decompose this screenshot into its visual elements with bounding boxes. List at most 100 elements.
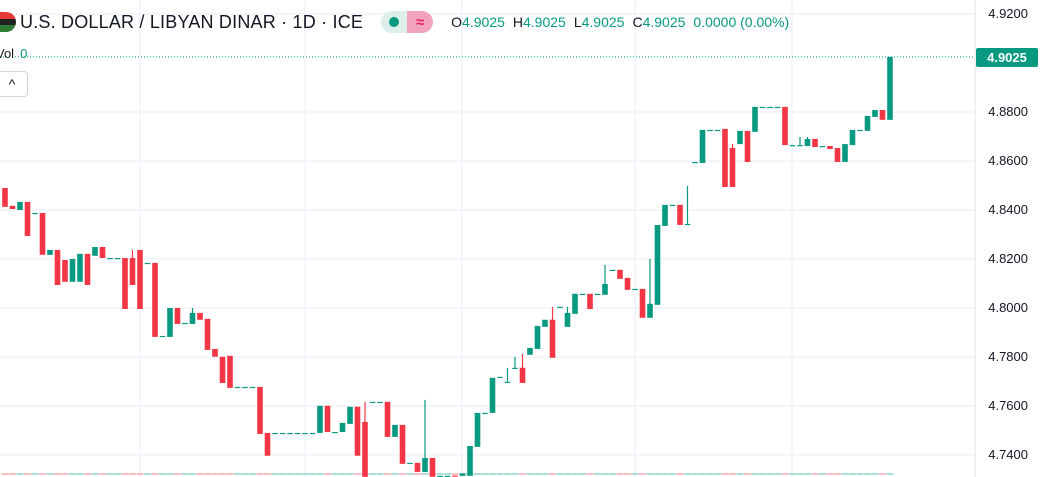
candle [497, 376, 503, 379]
candle-body [692, 161, 698, 164]
candle [819, 146, 826, 148]
candle [174, 308, 181, 324]
candle-body [302, 432, 308, 435]
candle [489, 377, 496, 413]
candle [264, 432, 271, 456]
candle-body [189, 312, 196, 324]
ohlc-open: O4.9025 [451, 14, 505, 30]
candles [2, 56, 893, 477]
symbol-title[interactable]: U.S. DOLLAR / LIBYAN DINAR · 1D · ICE [20, 11, 364, 32]
candle-body [812, 138, 818, 148]
candle [632, 288, 638, 291]
data-delay-icon[interactable]: ≈ [407, 11, 434, 33]
candle [827, 146, 833, 149]
candle [467, 445, 473, 476]
candle-body [129, 258, 136, 285]
candle-body [752, 106, 758, 132]
candle [804, 136, 811, 147]
market-open-dot-icon[interactable] [381, 11, 408, 33]
candle [729, 144, 736, 187]
candle [354, 406, 361, 456]
candle [684, 185, 691, 226]
candle-body [842, 144, 848, 162]
candle-body [84, 253, 91, 285]
candle-body [264, 432, 271, 456]
candle [752, 106, 758, 132]
candle [759, 106, 766, 109]
candle-body [579, 293, 586, 295]
candle [422, 399, 428, 472]
price-tick-label: 4.8200 [988, 251, 1028, 266]
candle-body [107, 258, 113, 260]
status-pills[interactable]: ≈ [381, 11, 434, 33]
volume-value: 0 [20, 46, 28, 61]
candle [474, 412, 481, 447]
candle [677, 204, 683, 225]
candle [594, 293, 601, 295]
price-tick-label: 4.8400 [988, 202, 1028, 217]
candle-body [759, 106, 766, 109]
candle-body [459, 473, 466, 476]
candle [62, 259, 68, 282]
candle [512, 357, 518, 369]
candle [812, 138, 818, 148]
candle [654, 224, 661, 305]
candle-body [677, 204, 683, 225]
candle [647, 259, 653, 318]
candle-body [294, 432, 301, 435]
candle [482, 412, 488, 415]
candle-body [144, 262, 151, 265]
candle [249, 386, 256, 389]
candle [279, 432, 286, 435]
candle-body [572, 293, 578, 314]
candle-body [174, 308, 181, 324]
candle [864, 115, 871, 131]
candle-body [497, 376, 503, 379]
candle [272, 432, 278, 435]
candle [114, 258, 121, 260]
price-tick-label: 4.9200 [988, 6, 1028, 21]
candle [399, 424, 406, 464]
ohlc-high: H4.9025 [512, 14, 566, 30]
candle [579, 293, 586, 295]
candle-body [287, 432, 293, 435]
candle-body [594, 293, 601, 295]
candle-body [377, 401, 383, 404]
candle-body [602, 283, 608, 295]
candle-body [737, 130, 743, 145]
candle [39, 212, 46, 255]
candle-body [474, 412, 481, 447]
candle [444, 475, 451, 477]
candle [662, 204, 668, 226]
candle-body [467, 445, 473, 476]
candle-body [392, 424, 398, 437]
candle-body [557, 306, 563, 308]
candle [122, 258, 128, 309]
candle [2, 187, 8, 207]
candle-body [834, 148, 841, 162]
candle-body [407, 462, 413, 465]
candle [414, 462, 421, 472]
candle-body [519, 367, 526, 383]
candle-body [564, 312, 571, 327]
candle-body [24, 201, 31, 236]
candle-body [324, 405, 331, 432]
candle-body [69, 259, 76, 282]
candle-body [32, 212, 38, 215]
candle [722, 128, 728, 187]
candle [879, 110, 886, 120]
candle-body [62, 259, 68, 282]
candle-body [527, 347, 533, 355]
ohlc-change: 0.0000 (0.00%) [693, 14, 790, 30]
candle-body [534, 325, 541, 349]
candle [197, 312, 203, 320]
candle-body [279, 432, 286, 435]
candle [707, 129, 713, 132]
collapse-legend-button[interactable]: ^ [0, 71, 28, 97]
candle-body [624, 277, 631, 290]
candle-body [47, 249, 53, 255]
candle [624, 277, 631, 290]
candle-body [167, 308, 173, 337]
candle [317, 405, 323, 433]
